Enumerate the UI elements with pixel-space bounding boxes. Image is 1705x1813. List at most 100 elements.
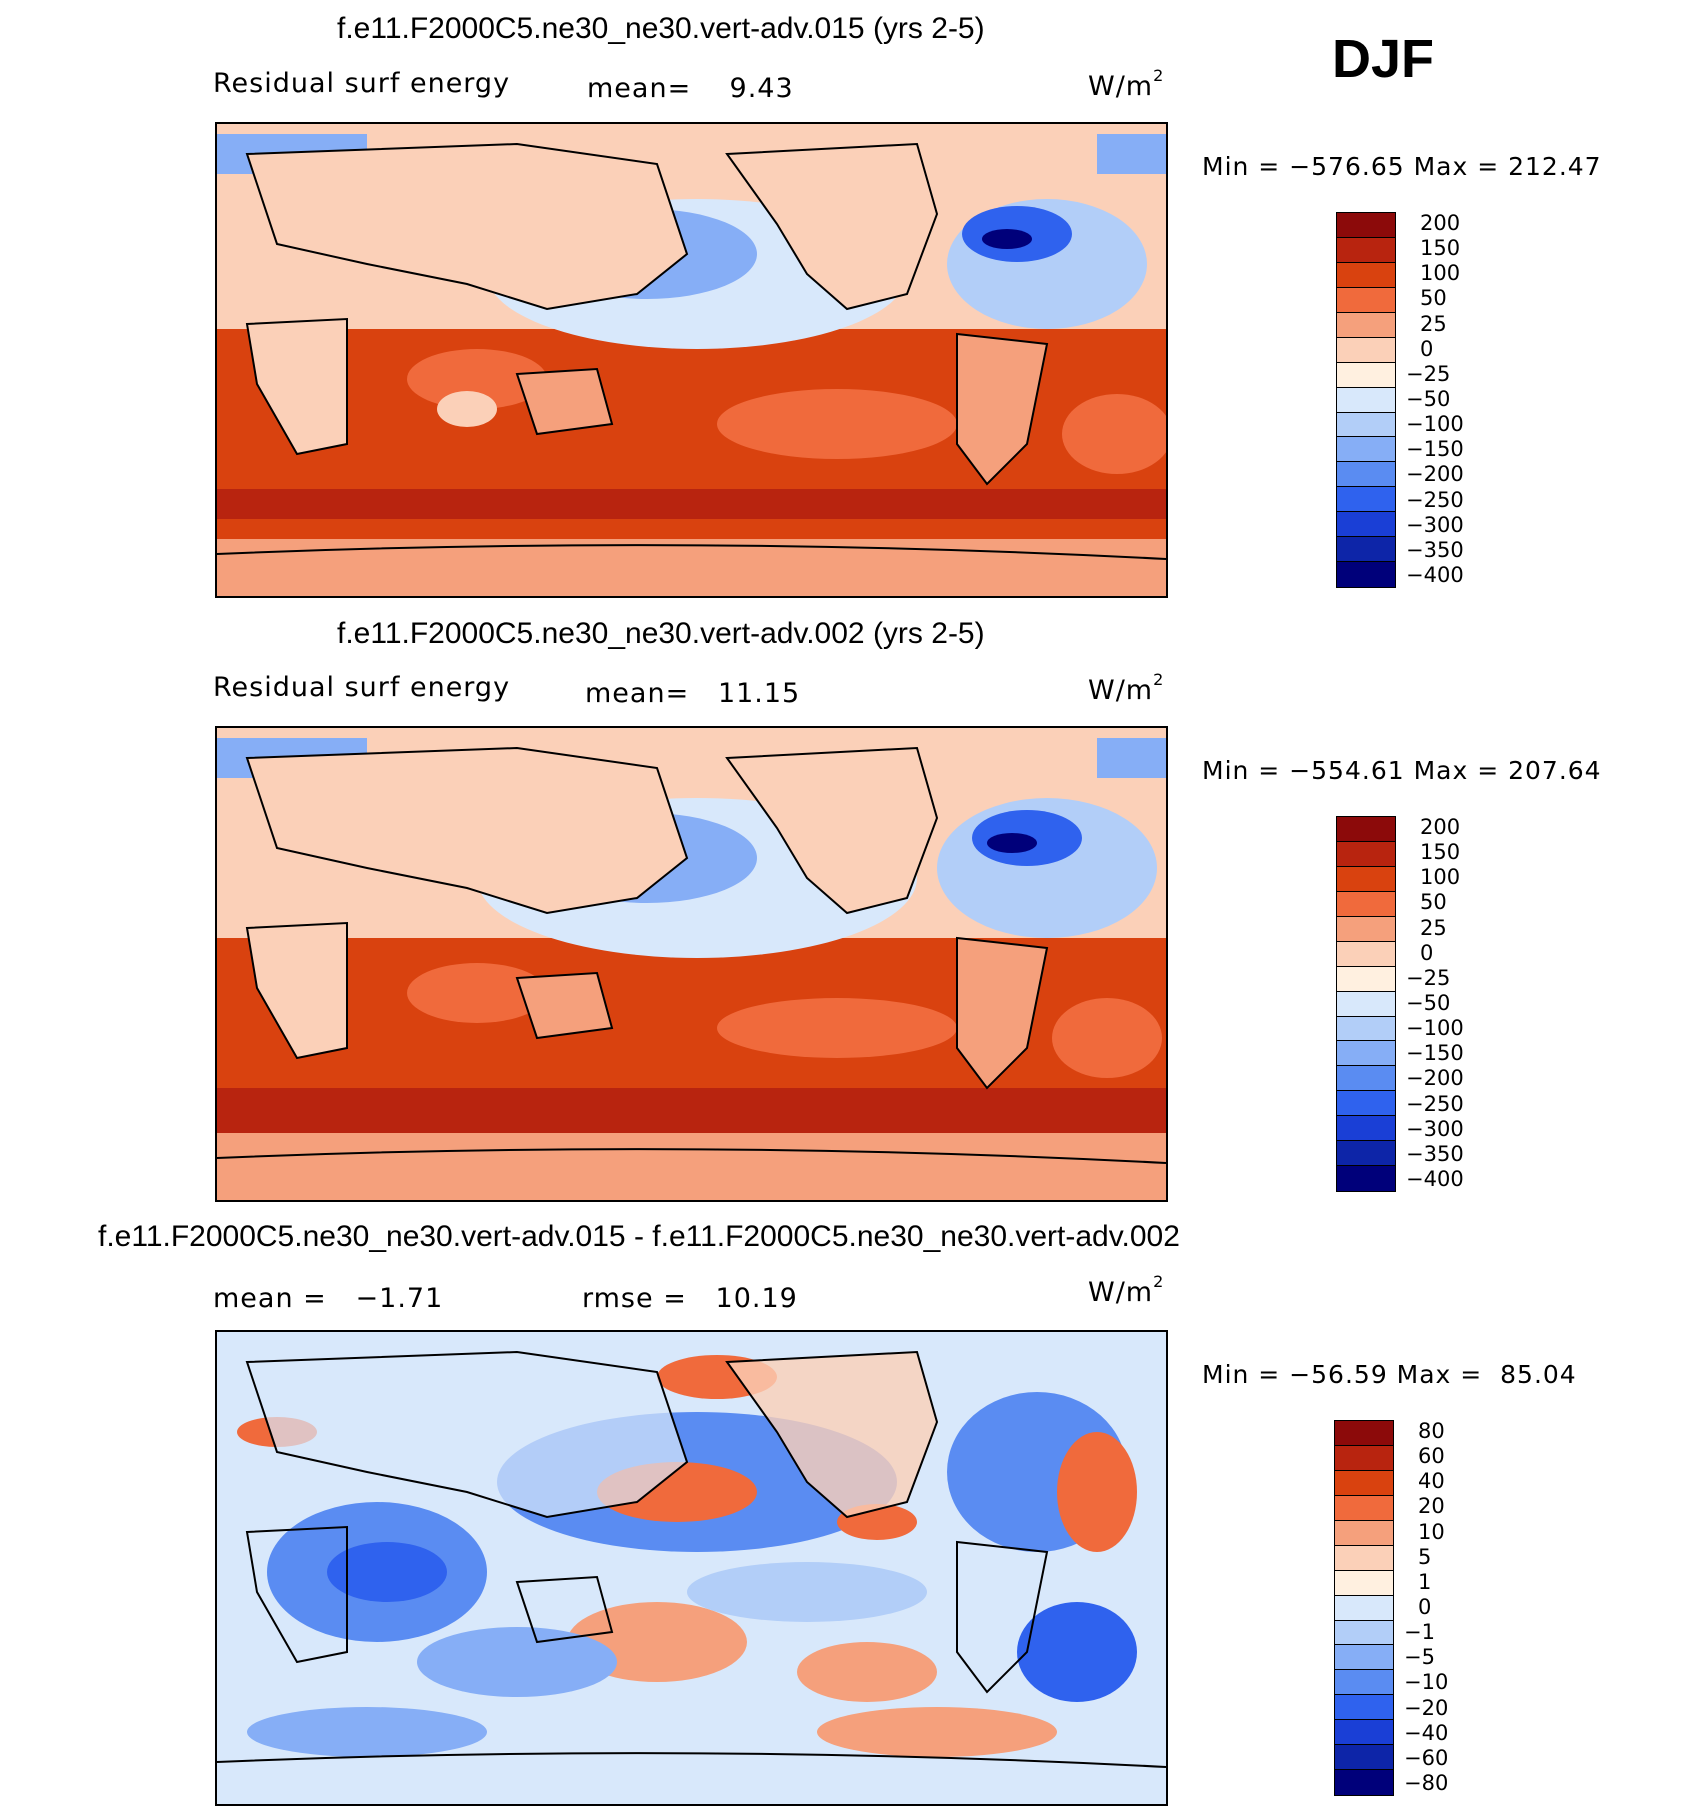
colorbar-tick-label: 150 — [1420, 236, 1461, 261]
panel-2-title: f.e11.F2000C5.ne30_ne30.vert-adv.002 (yr… — [337, 617, 985, 650]
panel-1-variable-label: Residual surf energy — [213, 68, 511, 99]
panel-1-minmax: Min = −576.65 Max = 212.47 — [1202, 152, 1602, 181]
colorbar-tick-label: 5 — [1418, 1544, 1432, 1569]
colorbar-tick-label: 0 — [1418, 1595, 1432, 1619]
colorbar-swatch — [1337, 1041, 1395, 1067]
colorbar-swatch — [1335, 1421, 1393, 1446]
colorbar-swatch — [1337, 916, 1395, 942]
colorbar-swatch — [1335, 1570, 1393, 1596]
colorbar-tick-label: 200 — [1420, 211, 1461, 235]
colorbar-tick-label: 0 — [1420, 336, 1434, 361]
panel-3-colorbar-segments — [1335, 1421, 1393, 1796]
panel-3-minmax: Min = −56.59 Max = 85.04 — [1202, 1360, 1577, 1389]
colorbar-swatch — [1335, 1770, 1393, 1796]
colorbar-swatch — [1337, 1016, 1395, 1042]
colorbar-swatch — [1335, 1495, 1393, 1521]
colorbar-swatch — [1337, 287, 1395, 313]
colorbar-swatch — [1337, 1091, 1395, 1117]
colorbar-swatch — [1335, 1645, 1393, 1671]
colorbar-swatch — [1335, 1695, 1393, 1721]
colorbar-swatch — [1337, 487, 1395, 513]
colorbar-tick-label: −5 — [1404, 1645, 1435, 1670]
colorbar-tick-label: 100 — [1420, 865, 1461, 890]
colorbar-tick-label: −250 — [1406, 1091, 1464, 1116]
colorbar-tick-label: −60 — [1404, 1745, 1449, 1770]
colorbar-tick-label: −50 — [1406, 991, 1451, 1015]
colorbar-tick-label: −25 — [1406, 965, 1451, 990]
panel-3-colorbar — [1334, 1420, 1394, 1796]
colorbar-swatch — [1337, 841, 1395, 867]
colorbar-tick-label: 40 — [1418, 1469, 1445, 1494]
colorbar-tick-label: −200 — [1406, 462, 1464, 487]
colorbar-swatch — [1337, 437, 1395, 463]
colorbar-swatch — [1337, 891, 1395, 917]
colorbar-tick-label: 25 — [1420, 915, 1447, 940]
panel-1-colorbar-segments — [1337, 213, 1395, 588]
panel-2-colorbar-segments — [1337, 817, 1395, 1192]
colorbar-swatch — [1337, 991, 1395, 1017]
season-label: DJF — [1332, 29, 1435, 89]
colorbar-swatch — [1335, 1445, 1393, 1471]
panel-2-map — [215, 726, 1168, 1202]
colorbar-tick-label: 25 — [1420, 311, 1447, 336]
colorbar-swatch — [1337, 562, 1395, 588]
colorbar-tick-label: 80 — [1418, 1419, 1445, 1443]
colorbar-swatch — [1337, 1116, 1395, 1142]
colorbar-swatch — [1337, 966, 1395, 992]
panel-2-mean-label: mean= 11.15 — [585, 678, 801, 709]
colorbar-swatch — [1337, 213, 1395, 238]
colorbar-tick-label: −300 — [1406, 1116, 1464, 1141]
colorbar-tick-label: −100 — [1406, 412, 1464, 437]
colorbar-tick-label: 20 — [1418, 1494, 1445, 1519]
colorbar-tick-label: −100 — [1406, 1016, 1464, 1041]
panel-2-minmax: Min = −554.61 Max = 207.64 — [1202, 756, 1602, 785]
colorbar-tick-label: −50 — [1406, 387, 1451, 411]
colorbar-swatch — [1337, 312, 1395, 338]
colorbar-swatch — [1337, 462, 1395, 488]
colorbar-tick-label: −400 — [1406, 1167, 1464, 1191]
colorbar-swatch — [1337, 262, 1395, 288]
colorbar-tick-label: 0 — [1420, 940, 1434, 965]
colorbar-swatch — [1337, 337, 1395, 363]
colorbar-swatch — [1337, 512, 1395, 538]
colorbar-swatch — [1337, 362, 1395, 388]
colorbar-swatch — [1337, 866, 1395, 892]
colorbar-tick-label: −200 — [1406, 1066, 1464, 1091]
colorbar-tick-label: −350 — [1406, 1141, 1464, 1166]
panel-2-colorbar — [1336, 816, 1396, 1192]
colorbar-swatch — [1337, 1141, 1395, 1167]
colorbar-swatch — [1335, 1620, 1393, 1646]
colorbar-tick-label: −10 — [1404, 1670, 1449, 1695]
panel-2-units: W/m2 — [1088, 670, 1165, 706]
colorbar-swatch — [1335, 1545, 1393, 1571]
panel-3-rmse-label: rmse = 10.19 — [582, 1283, 798, 1314]
colorbar-tick-label: −150 — [1406, 1041, 1464, 1066]
colorbar-swatch — [1337, 412, 1395, 438]
colorbar-tick-label: −40 — [1404, 1720, 1449, 1745]
panel-2-variable-label: Residual surf energy — [213, 672, 511, 703]
colorbar-swatch — [1337, 537, 1395, 563]
colorbar-tick-label: 60 — [1418, 1444, 1445, 1469]
colorbar-swatch — [1335, 1720, 1393, 1746]
colorbar-tick-label: −250 — [1406, 487, 1464, 512]
panel-1-map — [215, 122, 1168, 598]
colorbar-swatch — [1337, 237, 1395, 263]
colorbar-swatch — [1335, 1520, 1393, 1546]
panel-3-mean-label: mean = −1.71 — [213, 1283, 444, 1314]
colorbar-swatch — [1337, 1066, 1395, 1092]
colorbar-tick-label: −150 — [1406, 437, 1464, 462]
colorbar-swatch — [1335, 1595, 1393, 1621]
colorbar-swatch — [1337, 387, 1395, 413]
colorbar-tick-label: −350 — [1406, 537, 1464, 562]
colorbar-tick-label: 150 — [1420, 840, 1461, 865]
colorbar-swatch — [1335, 1470, 1393, 1496]
colorbar-swatch — [1335, 1670, 1393, 1696]
panel-3-title: f.e11.F2000C5.ne30_ne30.vert-adv.015 - f… — [98, 1220, 1180, 1253]
panel-1-colorbar — [1336, 212, 1396, 588]
colorbar-tick-label: 50 — [1420, 286, 1447, 311]
colorbar-tick-label: 10 — [1418, 1519, 1445, 1544]
colorbar-tick-label: −400 — [1406, 563, 1464, 587]
colorbar-swatch — [1335, 1745, 1393, 1771]
colorbar-tick-label: 50 — [1420, 890, 1447, 915]
panel-3-units: W/m2 — [1088, 1272, 1165, 1308]
